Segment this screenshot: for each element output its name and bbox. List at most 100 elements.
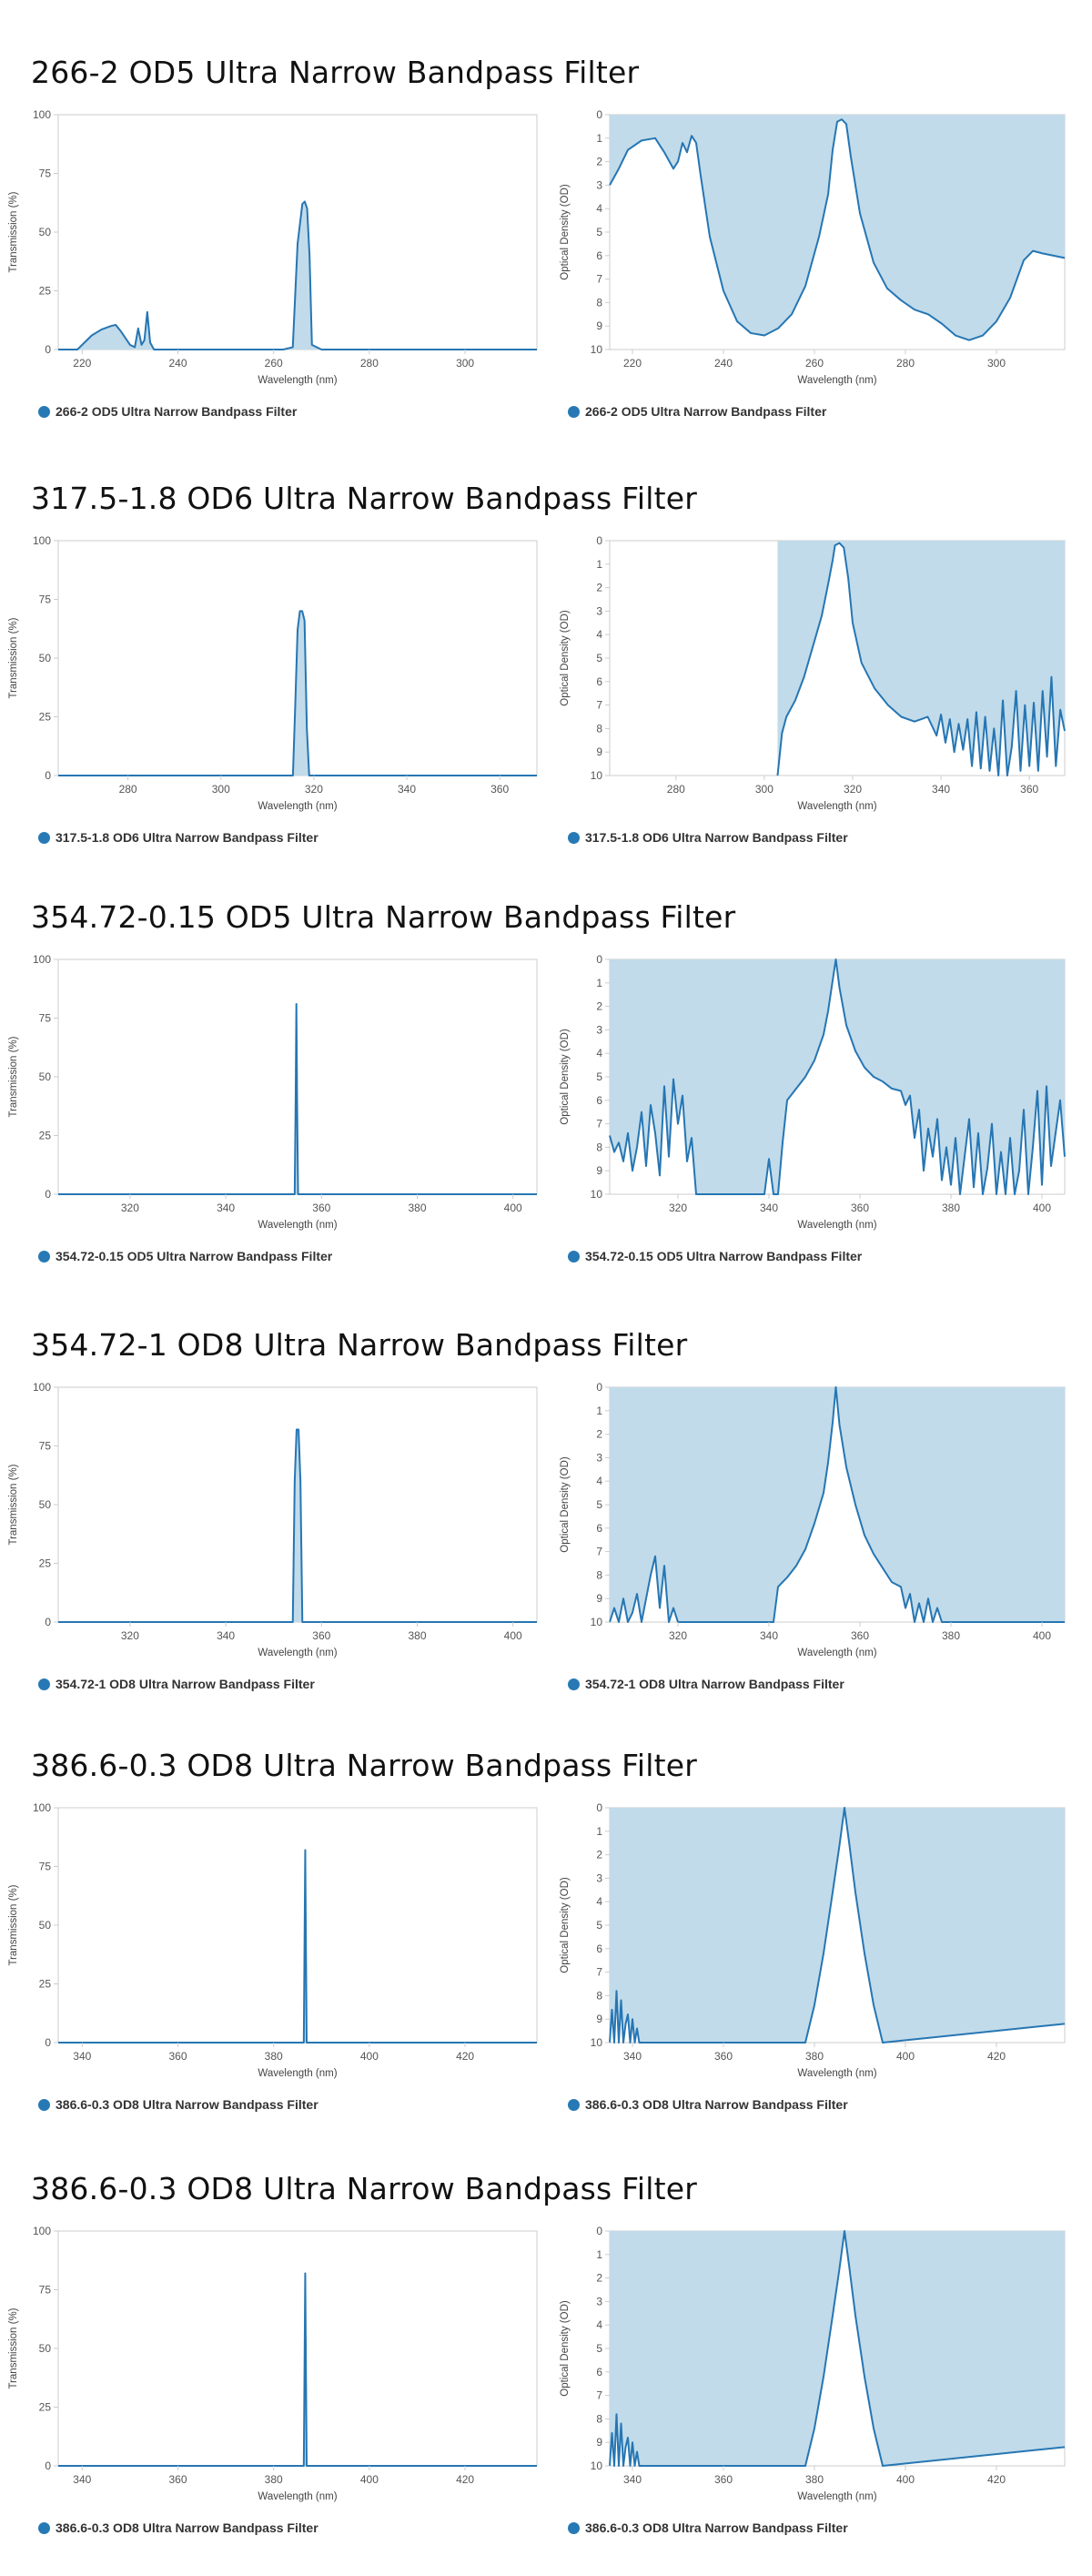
y-tick-label: 4 bbox=[596, 1475, 602, 1487]
y-tick-label: 100 bbox=[33, 1381, 51, 1394]
series-area bbox=[610, 959, 1065, 1194]
series-line bbox=[58, 1003, 537, 1195]
x-tick-label: 300 bbox=[456, 357, 474, 370]
y-tick-label: 4 bbox=[596, 1895, 602, 1908]
y-tick-label: 50 bbox=[39, 1498, 52, 1511]
legend-item[interactable]: 317.5-1.8 OD6 Ultra Narrow Bandpass Filt… bbox=[568, 830, 848, 845]
legend-marker-icon bbox=[38, 1678, 50, 1690]
x-tick-label: 360 bbox=[851, 1202, 869, 1214]
y-tick-label: 5 bbox=[596, 1498, 602, 1511]
y-axis-label: Optical Density (OD) bbox=[560, 2300, 571, 2397]
y-tick-label: 2 bbox=[596, 1428, 602, 1441]
y-tick-label: 0 bbox=[45, 2036, 51, 2049]
x-tick-label: 360 bbox=[1020, 783, 1038, 796]
y-tick-label: 6 bbox=[596, 1094, 602, 1107]
y-tick-label: 0 bbox=[45, 343, 51, 356]
filter-section: 354.72-1 OD8 Ultra Narrow Bandpass Filte… bbox=[0, 1327, 1092, 1728]
legend-item[interactable]: 354.72-0.15 OD5 Ultra Narrow Bandpass Fi… bbox=[38, 1249, 332, 1263]
legend-item[interactable]: 386.6-0.3 OD8 Ultra Narrow Bandpass Filt… bbox=[38, 2097, 318, 2112]
x-tick-label: 420 bbox=[987, 2050, 1006, 2063]
y-tick-label: 0 bbox=[45, 2459, 51, 2472]
legend-item[interactable]: 386.6-0.3 OD8 Ultra Narrow Bandpass Filt… bbox=[568, 2520, 848, 2535]
series-area bbox=[610, 115, 1065, 340]
legend-item[interactable]: 317.5-1.8 OD6 Ultra Narrow Bandpass Filt… bbox=[38, 830, 318, 845]
y-tick-label: 9 bbox=[596, 745, 602, 758]
y-tick-label: 1 bbox=[596, 2248, 602, 2261]
y-tick-label: 4 bbox=[596, 1047, 602, 1060]
y-tick-label: 10 bbox=[591, 1616, 603, 1628]
x-axis-label: Wavelength (nm) bbox=[797, 801, 876, 812]
y-tick-label: 9 bbox=[596, 1164, 602, 1177]
x-tick-label: 260 bbox=[805, 357, 824, 370]
y-tick-label: 75 bbox=[39, 1440, 52, 1453]
y-tick-label: 100 bbox=[33, 1801, 51, 1814]
legend-item[interactable]: 354.72-0.15 OD5 Ultra Narrow Bandpass Fi… bbox=[568, 1249, 862, 1263]
legend-marker-icon bbox=[38, 831, 50, 844]
legend-label: 317.5-1.8 OD6 Ultra Narrow Bandpass Filt… bbox=[585, 830, 848, 845]
legend-label: 266-2 OD5 Ultra Narrow Bandpass Filter bbox=[56, 404, 298, 419]
section-title: 317.5-1.8 OD6 Ultra Narrow Bandpass Filt… bbox=[31, 481, 698, 516]
x-axis-label: Wavelength (nm) bbox=[258, 1648, 337, 1658]
y-tick-label: 8 bbox=[596, 1568, 602, 1581]
y-tick-label: 1 bbox=[596, 558, 602, 571]
legend-item[interactable]: 386.6-0.3 OD8 Ultra Narrow Bandpass Filt… bbox=[568, 2097, 848, 2112]
series-line bbox=[609, 2230, 1066, 2467]
x-tick-label: 300 bbox=[987, 357, 1006, 370]
x-tick-label: 380 bbox=[942, 1202, 960, 1214]
y-axis-label: Optical Density (OD) bbox=[560, 184, 571, 280]
y-tick-label: 50 bbox=[39, 652, 52, 664]
y-tick-label: 9 bbox=[596, 1592, 602, 1605]
y-tick-label: 25 bbox=[39, 1130, 52, 1142]
legend-label: 354.72-0.15 OD5 Ultra Narrow Bandpass Fi… bbox=[56, 1249, 333, 1263]
legend-label: 386.6-0.3 OD8 Ultra Narrow Bandpass Filt… bbox=[585, 2097, 848, 2112]
x-tick-label: 320 bbox=[844, 783, 862, 796]
x-tick-label: 360 bbox=[490, 783, 509, 796]
x-tick-label: 400 bbox=[896, 2050, 915, 2063]
y-axis-label: Optical Density (OD) bbox=[560, 1877, 571, 1973]
y-tick-label: 9 bbox=[596, 2013, 602, 2025]
legend-marker-icon bbox=[568, 1250, 580, 1263]
x-axis-label: Wavelength (nm) bbox=[797, 1648, 876, 1658]
x-tick-label: 400 bbox=[360, 2473, 379, 2486]
legend-label: 386.6-0.3 OD8 Ultra Narrow Bandpass Filt… bbox=[585, 2520, 848, 2535]
series-line bbox=[609, 118, 1066, 341]
y-tick-label: 0 bbox=[45, 1188, 51, 1201]
series-line bbox=[609, 958, 1066, 1195]
x-tick-label: 340 bbox=[932, 783, 950, 796]
x-tick-label: 380 bbox=[265, 2473, 283, 2486]
legend-label: 354.72-1 OD8 Ultra Narrow Bandpass Filte… bbox=[585, 1677, 844, 1691]
legend-marker-icon bbox=[38, 2521, 50, 2534]
legend-item[interactable]: 266-2 OD5 Ultra Narrow Bandpass Filter bbox=[38, 404, 297, 419]
legend-label: 317.5-1.8 OD6 Ultra Narrow Bandpass Filt… bbox=[56, 830, 318, 845]
series-area bbox=[58, 611, 537, 776]
y-tick-label: 4 bbox=[596, 2318, 602, 2331]
y-tick-label: 7 bbox=[596, 1546, 602, 1558]
y-tick-label: 2 bbox=[596, 1000, 602, 1013]
x-tick-label: 400 bbox=[1033, 1202, 1051, 1214]
x-tick-label: 280 bbox=[667, 783, 685, 796]
legend-item[interactable]: 386.6-0.3 OD8 Ultra Narrow Bandpass Filt… bbox=[38, 2520, 318, 2535]
legend-item[interactable]: 354.72-1 OD8 Ultra Narrow Bandpass Filte… bbox=[38, 1677, 315, 1691]
x-tick-label: 300 bbox=[212, 783, 230, 796]
y-tick-label: 10 bbox=[591, 2459, 603, 2472]
x-tick-label: 340 bbox=[623, 2050, 642, 2063]
legend-item[interactable]: 266-2 OD5 Ultra Narrow Bandpass Filter bbox=[568, 404, 826, 419]
legend-marker-icon bbox=[38, 1250, 50, 1263]
y-tick-label: 1 bbox=[596, 132, 602, 145]
legend-label: 386.6-0.3 OD8 Ultra Narrow Bandpass Filt… bbox=[56, 2097, 318, 2112]
x-tick-label: 360 bbox=[168, 2473, 187, 2486]
series-line bbox=[58, 2272, 537, 2467]
x-tick-label: 380 bbox=[408, 1202, 426, 1214]
x-tick-label: 340 bbox=[73, 2473, 91, 2486]
legend-label: 266-2 OD5 Ultra Narrow Bandpass Filter bbox=[585, 404, 827, 419]
y-axis-label: Transmission (%) bbox=[8, 191, 19, 272]
legend-item[interactable]: 354.72-1 OD8 Ultra Narrow Bandpass Filte… bbox=[568, 1677, 844, 1691]
x-tick-label: 340 bbox=[760, 1202, 778, 1214]
series-line bbox=[776, 542, 1066, 776]
x-tick-label: 320 bbox=[669, 1202, 687, 1214]
